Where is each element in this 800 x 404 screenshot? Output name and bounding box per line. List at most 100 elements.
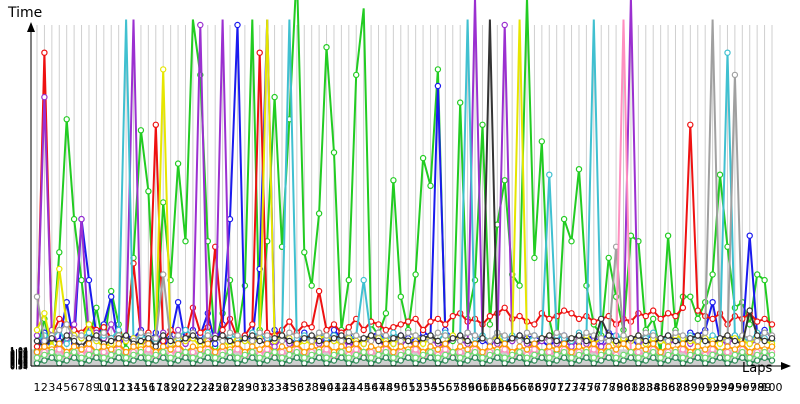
data-point [338,348,345,356]
data-point [575,357,583,364]
data-point [308,324,315,331]
data-point [716,171,724,178]
data-point [635,354,642,361]
data-point [605,332,612,339]
data-point [664,357,672,364]
x-tick-label: 93 [713,381,727,394]
data-point [293,354,300,361]
series-line [36,19,773,343]
data-point [479,354,486,361]
data-point [739,340,746,347]
x-tick-label: 55 [431,381,445,394]
y-tick-label: 0:38 [10,360,28,369]
data-point [568,343,575,350]
data-point [486,321,494,328]
data-point [70,354,78,361]
data-point [219,351,226,359]
data-point [546,348,553,356]
data-point [56,249,63,256]
data-point [419,326,427,334]
x-tick-label: 82 [631,381,645,394]
data-point [650,354,657,361]
series-12 [33,348,776,361]
data-point [746,340,753,347]
data-point [360,354,367,361]
data-point [63,321,70,328]
x-tick-label: 3 [48,381,55,394]
data-point [427,343,434,350]
data-point [754,337,761,345]
data-point [471,332,479,339]
y-tick-label: 0:55 [10,351,28,360]
data-point [226,354,234,361]
x-tick-label: 2 [41,381,48,394]
data-point [286,318,293,325]
data-point [754,332,761,339]
data-point [642,312,650,320]
data-point [724,49,731,56]
data-point [249,332,256,339]
data-point [241,335,249,342]
data-point [85,357,93,364]
data-point [33,332,41,339]
y-tick-label: 1:02 [10,347,28,356]
data-point [137,348,145,356]
x-tick-label: 95 [728,381,742,394]
data-point [560,307,568,314]
data-point [516,354,523,361]
data-point [85,276,93,284]
data-point [390,324,397,331]
data-point [657,348,664,356]
data-point [323,332,330,339]
x-tick-label: 66 [513,381,527,394]
data-point [724,343,731,350]
data-point [419,357,427,364]
data-point [360,326,367,334]
data-point [471,340,479,347]
data-point [286,329,293,336]
x-tick-label: 11 [104,381,118,394]
data-point [405,354,412,361]
x-tick-label: 73 [565,381,579,394]
data-point [716,348,724,356]
data-point [664,332,672,339]
x-tick-label: 29 [238,381,252,394]
x-tick-label: 61 [475,381,489,394]
data-point [642,351,650,359]
data-point [93,332,100,339]
data-point [390,354,397,361]
data-point [100,354,108,361]
data-point [315,329,323,336]
data-point [754,343,761,350]
data-point [315,337,323,345]
data-point [754,351,761,359]
data-point [427,318,434,325]
data-point [182,237,189,245]
data-point [382,310,390,317]
x-tick-label: 35 [282,381,296,394]
data-point [419,340,427,347]
series-10 [33,354,776,366]
x-tick-label: 26 [216,381,230,394]
data-point [264,357,271,364]
data-point [405,337,412,345]
data-point [434,329,442,336]
x-tick-label: 72 [557,381,571,394]
data-point [330,149,338,156]
data-point [457,332,464,339]
x-tick-label: 47 [372,381,386,394]
data-point [642,346,650,353]
data-point [464,351,471,359]
data-point [330,351,338,359]
y-tick-label: 0:47 [10,355,28,364]
data-point [598,351,605,359]
x-tick-label: 7 [78,381,85,394]
y-tick-label: 0:42 [10,358,28,367]
data-point [286,351,293,359]
data-point [107,287,115,295]
x-tick-label: 32 [260,381,274,394]
data-point [122,348,130,356]
data-point [33,354,41,361]
data-point [211,348,219,356]
data-point [189,332,197,339]
